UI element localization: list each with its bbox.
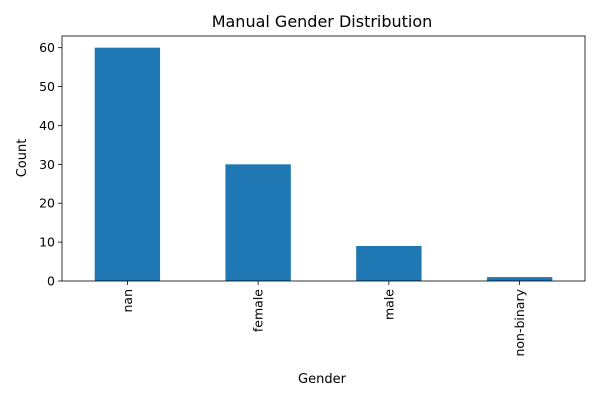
bar-female xyxy=(225,164,291,281)
chart-title: Manual Gender Distribution xyxy=(212,12,433,31)
bar-nan xyxy=(94,47,161,281)
bar-non-binary xyxy=(486,277,553,281)
y-tick-label: 60 xyxy=(39,40,55,55)
y-tick-label: 50 xyxy=(39,79,55,94)
axes-frame xyxy=(61,35,586,282)
y-tick-label: 30 xyxy=(39,157,55,172)
x-axis-label: Gender xyxy=(298,372,347,387)
x-tick-label: female xyxy=(251,289,266,332)
y-axis-label: Count xyxy=(15,139,30,178)
x-tick-label: nan xyxy=(120,289,135,313)
y-tick-label: 10 xyxy=(39,235,55,250)
y-tick-label: 0 xyxy=(47,274,55,289)
x-tick-label: male xyxy=(381,289,396,320)
y-tick-label: 40 xyxy=(39,118,55,133)
plot-area: 0 10 20 30 40 50 60 nan female male non-binary xyxy=(39,35,586,357)
x-tick-label: non-binary xyxy=(512,288,527,356)
y-tick-label: 20 xyxy=(39,196,55,211)
bar-male xyxy=(356,246,422,281)
